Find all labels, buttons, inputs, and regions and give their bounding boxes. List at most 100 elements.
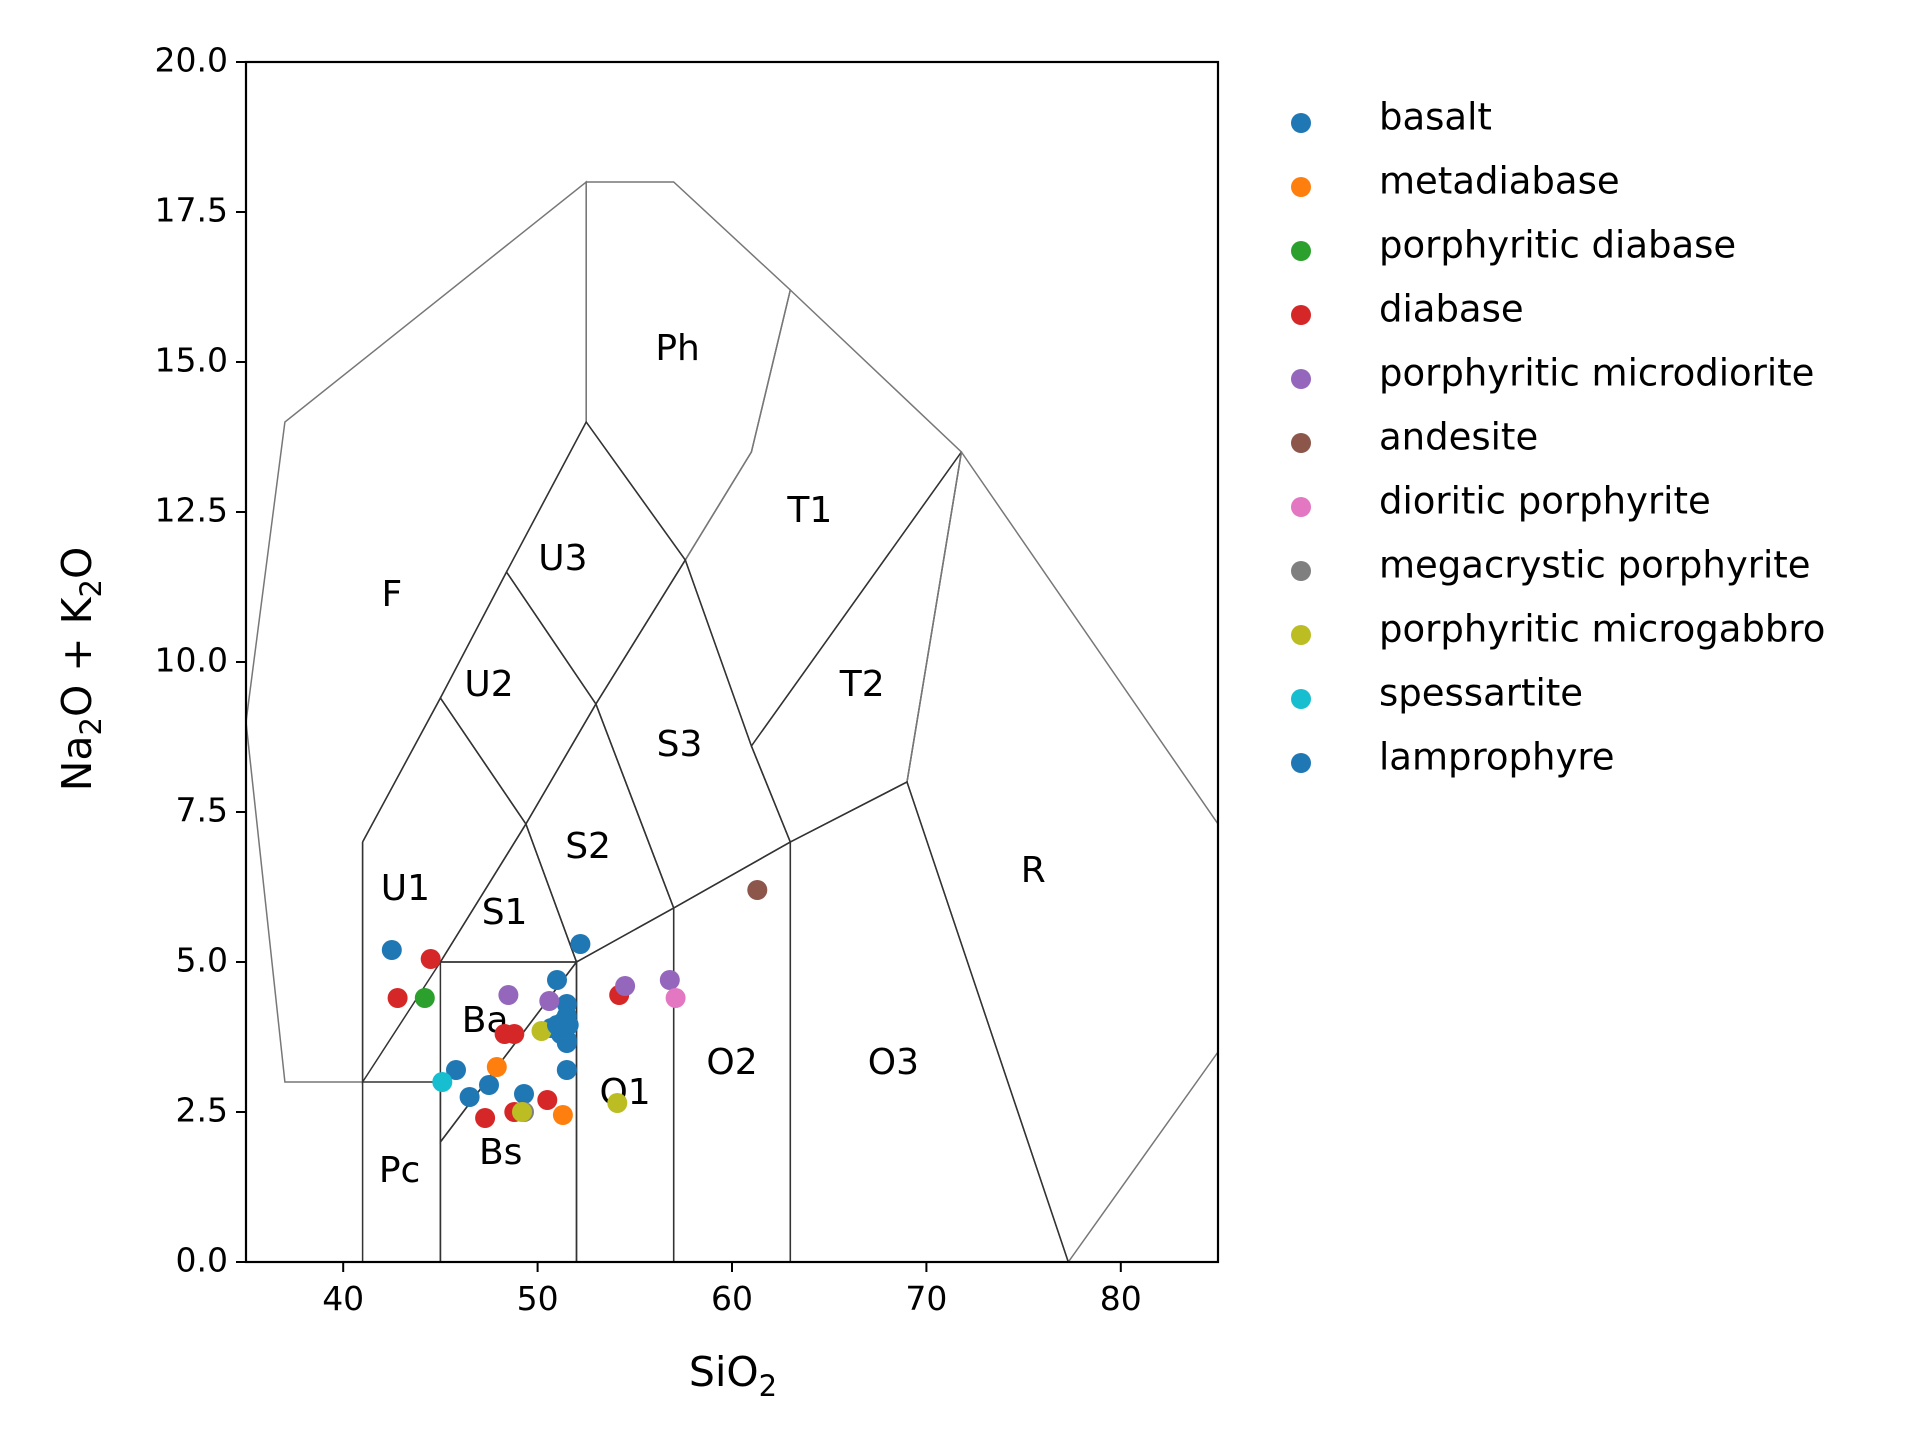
field-label-s3: S3 <box>657 724 703 765</box>
y-axis-title-part3: O <box>53 547 101 579</box>
x-tick-label: 60 <box>711 1279 753 1318</box>
legend-marker-dioritic-porphyrite <box>1291 497 1311 517</box>
x-axis-title-main: SiO <box>689 1348 759 1396</box>
field-label-t1: T1 <box>786 490 832 531</box>
field-label-o3: O3 <box>868 1042 919 1083</box>
legend-label-megacrystic-porphyrite: megacrystic porphyrite <box>1379 544 1811 587</box>
field-label-s1: S1 <box>482 892 528 933</box>
point-diabase <box>537 1090 558 1110</box>
x-tick-label: 70 <box>905 1279 947 1318</box>
point-basalt <box>459 1087 480 1107</box>
legend-label-basalt: basalt <box>1379 96 1492 139</box>
field-label-u2: U2 <box>464 664 513 705</box>
legend-label-dioritic-porphyrite: dioritic porphyrite <box>1379 480 1711 523</box>
point-basalt <box>381 940 402 960</box>
legend-item-metadiabase: metadiabase <box>1291 160 1620 203</box>
series-spessartite <box>432 1072 453 1092</box>
legend-label-diabase: diabase <box>1379 288 1524 331</box>
point-dioritic-porphyrite <box>665 988 686 1008</box>
field-boundary-o3 <box>789 780 1070 1262</box>
legend-item-basalt: basalt <box>1291 96 1492 139</box>
x-axis-title-sub: 2 <box>759 1369 777 1403</box>
point-porphyritic-microdiorite <box>659 970 680 990</box>
series-diabase <box>387 949 630 1128</box>
x-tick-label: 40 <box>322 1279 364 1318</box>
series-lamprophyre <box>547 1015 577 1053</box>
point-porphyritic-microgabbro <box>607 1093 628 1113</box>
y-tick-label: 10.0 <box>155 641 228 680</box>
point-porphyritic-microdiorite <box>498 985 519 1005</box>
y-tick-label: 20.0 <box>155 41 228 80</box>
point-metadiabase <box>486 1057 507 1077</box>
field-boundary-o2 <box>672 840 792 1262</box>
legend-marker-spessartite <box>1291 689 1311 709</box>
y-tick-label: 0.0 <box>176 1241 228 1280</box>
data-points <box>381 880 768 1128</box>
point-lamprophyre <box>547 1015 567 1035</box>
point-metadiabase <box>552 1105 573 1125</box>
y-tick-label: 12.5 <box>155 491 228 530</box>
legend-item-porphyritic-diabase: porphyritic diabase <box>1291 224 1736 267</box>
legend-item-porphyritic-microdiorite: porphyritic microdiorite <box>1291 352 1814 395</box>
point-basalt <box>556 1060 577 1080</box>
y-tick-label: 2.5 <box>176 1091 228 1130</box>
legend-item-spessartite: spessartite <box>1291 672 1583 715</box>
field-label-u3: U3 <box>538 538 587 579</box>
field-boundary-ph <box>585 181 792 562</box>
field-label-t2: T2 <box>839 664 885 705</box>
field-boundary-f <box>246 180 587 1083</box>
point-porphyritic-microdiorite <box>539 991 560 1011</box>
series-dioritic-porphyrite <box>665 988 686 1008</box>
point-basalt <box>547 970 567 990</box>
field-label-bs: Bs <box>479 1132 522 1173</box>
legend-marker-porphyritic-diabase <box>1291 241 1311 261</box>
field-boundary-pc <box>361 1081 442 1262</box>
y-axis-title-part2: O + K <box>53 596 101 717</box>
y-tick-label: 17.5 <box>155 191 228 230</box>
field-boundary-r <box>906 451 1218 1262</box>
point-basalt <box>570 934 591 954</box>
legend-label-porphyritic-microdiorite: porphyritic microdiorite <box>1379 352 1814 395</box>
y-tick-label: 15.0 <box>155 341 228 380</box>
legend-marker-megacrystic-porphyrite <box>1291 561 1311 581</box>
field-label-u1: U1 <box>381 868 430 909</box>
series-porphyritic-microgabbro <box>512 1021 628 1122</box>
legend-item-megacrystic-porphyrite: megacrystic porphyrite <box>1291 544 1811 587</box>
point-basalt <box>514 1084 534 1104</box>
field-label-pc: Pc <box>379 1150 421 1191</box>
legend-label-andesite: andesite <box>1379 416 1538 459</box>
x-tick-label: 80 <box>1100 1279 1142 1318</box>
point-lamprophyre <box>556 1033 577 1053</box>
field-label-f: F <box>381 574 402 615</box>
field-label-o2: O2 <box>706 1042 757 1083</box>
field-boundary-u3 <box>505 420 687 706</box>
legend-marker-andesite <box>1291 433 1311 453</box>
legend-label-lamprophyre: lamprophyre <box>1379 736 1615 779</box>
y-axis-title-sub1: 2 <box>74 717 108 735</box>
legend-label-spessartite: spessartite <box>1379 672 1583 715</box>
y-tick-label: 7.5 <box>176 791 228 830</box>
x-axis-ticks: 40 50 60 70 80 <box>322 1262 1142 1318</box>
point-porphyritic-diabase <box>414 988 435 1008</box>
point-basalt <box>446 1060 466 1080</box>
legend-label-metadiabase: metadiabase <box>1379 160 1620 203</box>
legend-marker-porphyritic-microgabbro <box>1291 625 1311 645</box>
y-tick-label: 5.0 <box>176 941 228 980</box>
point-porphyritic-microdiorite <box>615 976 636 996</box>
series-porphyritic-diabase <box>414 988 435 1008</box>
y-axis-title-sub2: 2 <box>74 579 108 597</box>
field-label-r: R <box>1021 850 1046 891</box>
field-boundary-bs <box>439 959 578 1262</box>
legend-item-dioritic-porphyrite: dioritic porphyrite <box>1291 480 1711 523</box>
series-porphyritic-microdiorite <box>498 970 680 1011</box>
series-metadiabase <box>486 1057 573 1125</box>
point-basalt <box>479 1075 499 1095</box>
field-label-s2: S2 <box>565 826 611 867</box>
field-boundary-o1 <box>575 906 675 1262</box>
y-axis-title: Na2O + K2O <box>53 547 108 792</box>
x-tick-label: 50 <box>517 1279 559 1318</box>
legend-item-porphyritic-microgabbro: porphyritic microgabbro <box>1291 608 1825 651</box>
y-axis-title-part1: Na <box>53 735 101 791</box>
